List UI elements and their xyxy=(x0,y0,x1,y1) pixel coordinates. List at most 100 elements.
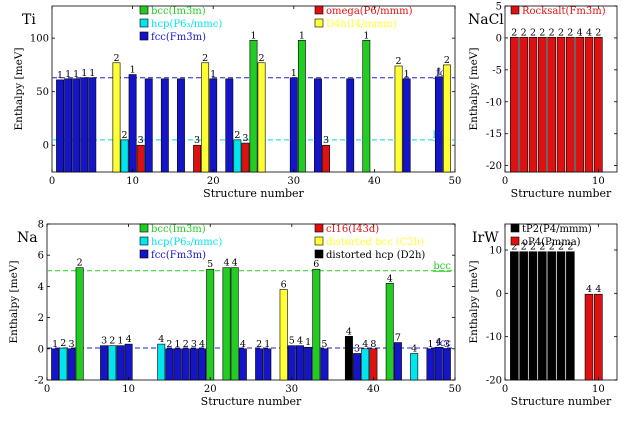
y-tick-label: 8 xyxy=(38,220,44,231)
bar-19 xyxy=(198,348,207,381)
y-tick-label: 2 xyxy=(38,313,44,324)
bar-30 xyxy=(287,345,296,381)
bar-label-18: 3 xyxy=(191,339,197,350)
bar-1 xyxy=(56,79,64,173)
bar-label-37: 4 xyxy=(346,326,352,337)
bar-label-34: 5 xyxy=(321,339,327,350)
bar-48 xyxy=(434,346,443,381)
bar-31 xyxy=(295,345,304,381)
bar-label-2: 2 xyxy=(60,338,66,349)
legend-entry: omega(P6/mmm) xyxy=(326,6,413,17)
bar-3 xyxy=(72,78,81,173)
bar-label-1: 2 xyxy=(511,27,517,38)
bar-24 xyxy=(241,142,250,173)
bar-label-40: 8 xyxy=(370,339,376,350)
bar-7 xyxy=(566,36,575,173)
bar-label-9: 4 xyxy=(586,27,592,38)
bar-42 xyxy=(385,282,394,381)
bar-24 xyxy=(238,348,247,381)
bar-label-30: 1 xyxy=(291,68,297,79)
x-tick-label: 40 xyxy=(368,176,381,187)
bar-7 xyxy=(100,345,109,381)
bar-label-2: 1 xyxy=(65,69,71,80)
bar-label-31: 1 xyxy=(299,30,305,41)
reference-label-bcc: bcc xyxy=(433,261,451,272)
bar-label-6: 2 xyxy=(558,27,564,38)
bar-label-19: 4 xyxy=(199,339,205,350)
bar-label-1: 2 xyxy=(511,242,517,253)
bar-label-26: 2 xyxy=(259,53,265,64)
y-tick-label: 0 xyxy=(496,33,502,44)
bar-19 xyxy=(201,62,210,173)
bar-3 xyxy=(528,36,538,173)
bar-label-15: 2 xyxy=(166,339,172,350)
bar-label-29: 6 xyxy=(281,280,287,291)
legend-swatch xyxy=(139,223,149,233)
bar-label-39: 1 xyxy=(363,30,369,41)
bar-label-3: 2 xyxy=(530,27,536,38)
bar-15 xyxy=(165,348,174,381)
x-axis-label: Structure number xyxy=(511,187,612,200)
bar-2 xyxy=(59,347,68,381)
bar-30 xyxy=(289,77,298,173)
bar-6 xyxy=(556,36,566,173)
bar-label-16: 1 xyxy=(175,339,181,350)
bar-label-7: 2 xyxy=(567,27,573,38)
bar-label-20: 5 xyxy=(207,259,213,270)
legend-swatch xyxy=(139,31,149,41)
x-tick-label: 30 xyxy=(285,384,298,395)
bar-9 xyxy=(116,345,125,381)
bar-32 xyxy=(304,346,313,381)
bar-17 xyxy=(181,348,190,381)
bar-8 xyxy=(112,62,121,173)
y-tick-label: 10 xyxy=(489,246,502,257)
bar-label-4: 2 xyxy=(77,258,83,269)
y-axis-label: Enthalpy [meV] xyxy=(8,261,20,344)
x-tick-label: 50 xyxy=(449,176,462,187)
bar-5 xyxy=(547,251,556,381)
bar-39 xyxy=(361,348,370,381)
bar-label-8: 4 xyxy=(577,27,583,38)
bar-22 xyxy=(225,78,234,173)
bar-16 xyxy=(177,78,185,173)
legend-entry: oP4(Pmma) xyxy=(522,237,581,248)
bar-49 xyxy=(442,348,451,381)
bar-label-4: 1 xyxy=(81,68,87,79)
bar-label-10: 1 xyxy=(130,65,136,76)
bar-label-25: 1 xyxy=(250,30,256,41)
legend-swatch xyxy=(314,5,324,15)
bar-label-44: 1 xyxy=(404,69,410,80)
x-tick-label: 10 xyxy=(126,176,139,187)
bar-label-4: 2 xyxy=(539,242,545,253)
bar-10 xyxy=(594,293,603,381)
bar-4 xyxy=(75,267,84,381)
bar-label-22: 4 xyxy=(223,258,229,269)
y-tick-label: -10 xyxy=(486,97,502,108)
y-tick-label: -10 xyxy=(486,332,502,343)
bar-26 xyxy=(257,62,266,173)
bar-label-8: 2 xyxy=(113,53,119,64)
legend-swatch xyxy=(139,249,149,259)
x-tick-label: 40 xyxy=(367,384,380,395)
y-axis-label: Enthalpy [meV] xyxy=(13,48,25,131)
bar-37 xyxy=(346,78,355,173)
legend-entry: bcc(Im3̄m) xyxy=(151,224,206,235)
bar-20 xyxy=(206,268,215,381)
bar-label-1: 1 xyxy=(52,339,58,350)
x-tick-label: 20 xyxy=(204,384,217,395)
legend-entry: fcc(Fm3̄m) xyxy=(151,32,206,43)
bar-label-26: 2 xyxy=(256,339,262,350)
x-tick-label: 10 xyxy=(592,384,605,395)
legend-swatch xyxy=(139,18,149,28)
bar-label-34: 3 xyxy=(323,135,329,146)
bar-23 xyxy=(233,139,242,173)
legend-entry: D4h(I4/mmm) xyxy=(326,19,397,30)
bar-label-5: 1 xyxy=(89,68,95,79)
bar-2 xyxy=(64,78,73,173)
bar-label-49: 2 xyxy=(444,55,450,66)
bar-29 xyxy=(279,289,288,381)
y-tick-label: 0 xyxy=(496,289,502,300)
bar-label-43: 2 xyxy=(396,56,402,67)
bar-label-8: 2 xyxy=(109,336,115,347)
